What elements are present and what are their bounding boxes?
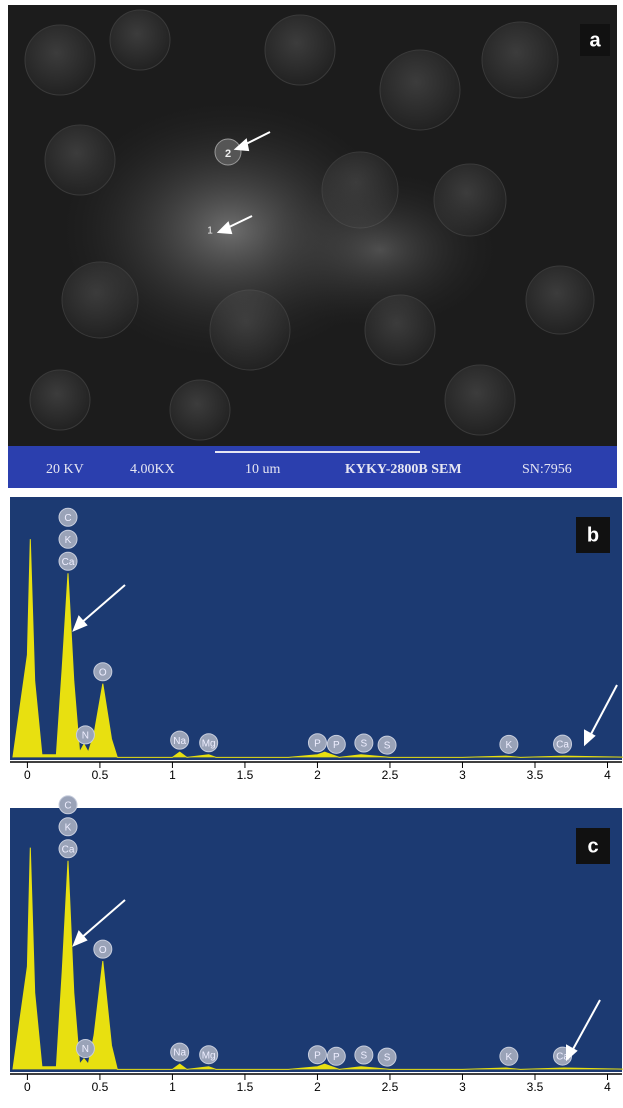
x-tick-label: 3.5 — [527, 1080, 544, 1094]
peak-label: Ca — [62, 557, 75, 568]
peak-label: P — [333, 1052, 340, 1063]
peak-label: S — [384, 1053, 391, 1064]
peak-label: S — [361, 739, 368, 750]
peak-label: S — [361, 1051, 368, 1062]
peak-label: Na — [173, 736, 186, 747]
marker-label: 2 — [225, 148, 231, 160]
x-tick-label: 2 — [314, 1080, 321, 1094]
x-tick-label: 2.5 — [382, 1080, 399, 1094]
page: {"sem_panel": {"label": "a", "markers": … — [0, 0, 623, 1108]
peak-label: P — [314, 1050, 321, 1061]
peak-label: Mg — [202, 1050, 216, 1061]
x-tick-label: 1 — [169, 1080, 176, 1094]
x-tick-label: 4 — [604, 768, 611, 782]
peak-label: C — [64, 800, 71, 811]
peak-label: K — [65, 535, 72, 546]
info-text: 20 KV — [46, 462, 84, 477]
peak-label: K — [506, 740, 513, 751]
sem-panel: 2 1 a 20 KV 4.00KX 10 um KYKY-2800B SEM … — [8, 5, 617, 488]
x-tick-label: 1 — [169, 768, 176, 782]
x-tick-label: 0.5 — [92, 1080, 109, 1094]
panel-label: c — [587, 835, 598, 857]
peak-label: P — [333, 740, 340, 751]
peak-label: Ca — [62, 844, 75, 855]
peak-label: S — [384, 741, 391, 752]
x-tick-label: 3.5 — [527, 768, 544, 782]
info-text: 10 um — [245, 462, 281, 477]
x-tick-label: 1.5 — [237, 768, 254, 782]
peak-label: C — [64, 513, 71, 524]
peak-label: Ca — [556, 740, 569, 751]
x-tick-label: 3 — [459, 1080, 466, 1094]
peak-label: P — [314, 738, 321, 749]
panel-label: a — [589, 29, 601, 51]
peak-label: O — [99, 945, 107, 956]
peak-label: K — [506, 1052, 513, 1063]
x-tick-label: 3 — [459, 768, 466, 782]
info-text: KYKY-2800B SEM — [345, 462, 462, 477]
x-tick-label: 0 — [24, 768, 31, 782]
info-text: SN:7956 — [522, 462, 572, 477]
x-tick-label: 4 — [604, 1080, 611, 1094]
sem-bright-region — [260, 170, 500, 330]
info-text: 4.00KX — [130, 462, 175, 477]
figure: 2 1 a 20 KV 4.00KX 10 um KYKY-2800B SEM … — [0, 0, 623, 1108]
peak-label: Na — [173, 1048, 186, 1059]
marker-label: 1 — [207, 226, 213, 237]
peak-label: O — [99, 667, 107, 678]
x-tick-label: 2 — [314, 768, 321, 782]
x-tick-label: 0 — [24, 1080, 31, 1094]
x-tick-label: 1.5 — [237, 1080, 254, 1094]
peak-label: Mg — [202, 738, 216, 749]
peak-label: K — [65, 822, 72, 833]
x-tick-label: 2.5 — [382, 768, 399, 782]
peak-label: N — [82, 1044, 89, 1055]
panel-label: b — [587, 524, 599, 546]
peak-label: N — [82, 730, 89, 741]
x-tick-label: 0.5 — [92, 768, 109, 782]
